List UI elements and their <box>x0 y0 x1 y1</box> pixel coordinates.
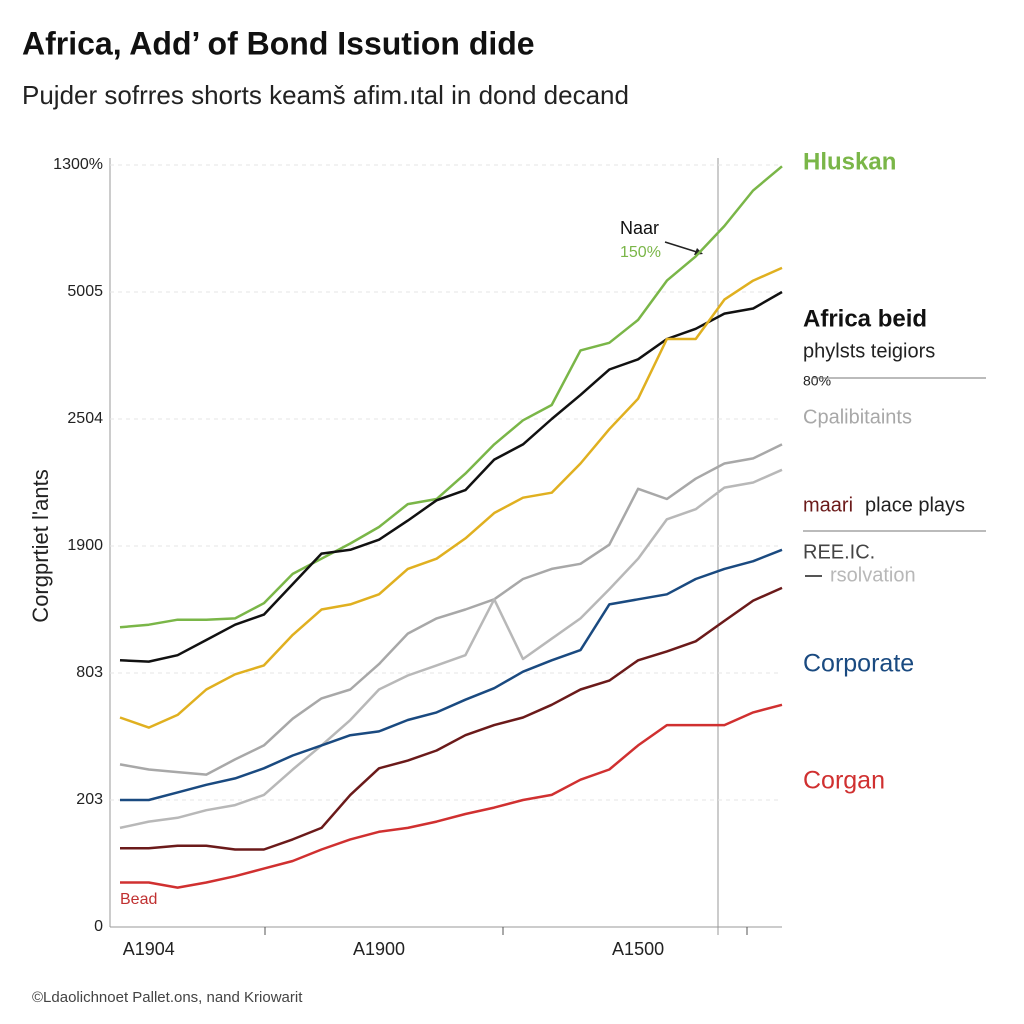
series-line <box>119 443 783 776</box>
legend-note: place plays <box>865 494 965 516</box>
series-line <box>120 586 783 851</box>
legend-label: Corporate <box>803 650 914 678</box>
legend-label: Corgan <box>803 767 885 795</box>
y-tick-label: 0 <box>94 918 103 935</box>
chart-subtitle: Pujder sofrres shorts keamš afim.ıtal in… <box>22 80 629 110</box>
y-axis-label: Corgprtiet l'ants <box>28 469 53 622</box>
annotation-value: 150% <box>620 244 661 261</box>
x-tick-label: A1900 <box>353 939 405 959</box>
series-line <box>119 290 783 663</box>
y-tick-label: 803 <box>76 664 103 681</box>
series-line <box>119 468 783 830</box>
series-line <box>120 703 783 889</box>
series-line <box>120 548 783 802</box>
chart-title: Africa, Add’ of Bond Issution dide <box>22 25 535 61</box>
x-tick-label: A1904 <box>123 939 175 959</box>
x-tick-label: A1500 <box>612 939 664 959</box>
y-tick-label: 2504 <box>67 410 103 427</box>
annotation: Naar <box>620 218 659 238</box>
annotation: Bead <box>120 891 157 908</box>
legend-label: Hluskan <box>803 148 896 175</box>
legend-note: 80% <box>803 373 831 389</box>
y-tick-label: 5005 <box>67 283 103 300</box>
series-line <box>119 266 783 729</box>
legend-label: maari <box>803 494 853 516</box>
annotation-arrow <box>664 241 701 254</box>
legend-note: phylsts teigiors <box>803 340 935 362</box>
legend-label: rsolvation <box>830 564 916 586</box>
y-tick-label: 1300% <box>53 156 103 173</box>
legend-label: Cpalibitaints <box>803 406 912 428</box>
legend-label: Africa beid <box>803 305 927 332</box>
series-line <box>119 165 783 629</box>
arrow-head <box>694 248 703 255</box>
footer: ©Ldaolichnoet Pallet.ons, nand Kriowarit <box>32 989 303 1006</box>
y-tick-label: 1900 <box>67 537 103 554</box>
y-tick-label: 203 <box>76 791 103 808</box>
legend-note: REE.IC. <box>803 541 875 563</box>
